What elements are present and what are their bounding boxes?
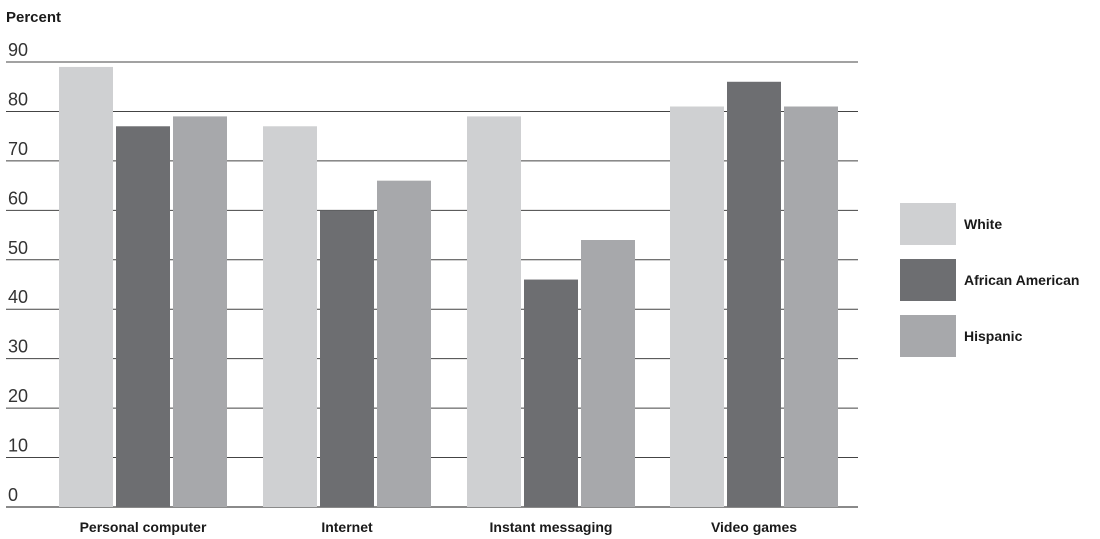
bars	[59, 66, 838, 508]
y-tick-label: 10	[8, 436, 28, 456]
bar	[116, 126, 170, 508]
y-tick-labels: 0 10 20 30 40 50 60 70 80 90	[8, 40, 28, 505]
y-tick-label: 60	[8, 188, 28, 208]
y-tick-label: 30	[8, 337, 28, 357]
legend-swatch	[900, 315, 956, 357]
y-tick-label: 70	[8, 139, 28, 159]
bar	[670, 106, 724, 507]
y-tick-label: 0	[8, 485, 18, 505]
bar	[320, 210, 374, 508]
bar	[784, 106, 838, 507]
legend-label: White	[964, 216, 1002, 232]
legend-swatch	[900, 259, 956, 301]
category-label: Instant messaging	[490, 519, 613, 535]
y-tick-label: 40	[8, 287, 28, 307]
y-tick-label: 20	[8, 386, 28, 406]
bar	[59, 66, 113, 507]
category-label: Internet	[321, 519, 373, 535]
bar	[727, 81, 781, 508]
y-tick-label: 90	[8, 40, 28, 60]
category-label: Personal computer	[80, 519, 207, 535]
category-labels: Personal computer Internet Instant messagi…	[80, 519, 798, 535]
y-tick-label: 50	[8, 238, 28, 258]
legend-swatch	[900, 203, 956, 245]
bar	[263, 126, 317, 508]
bar	[581, 240, 635, 507]
legend-label: Hispanic	[964, 328, 1023, 344]
bar	[173, 116, 227, 507]
bar	[524, 279, 578, 507]
y-tick-label: 80	[8, 89, 28, 109]
legend: White African American Hispanic	[900, 203, 1079, 357]
legend-label: African American	[964, 272, 1079, 288]
bar	[377, 180, 431, 507]
category-label: Video games	[711, 519, 797, 535]
bar	[467, 116, 521, 507]
y-axis-title: Percent	[6, 9, 61, 26]
